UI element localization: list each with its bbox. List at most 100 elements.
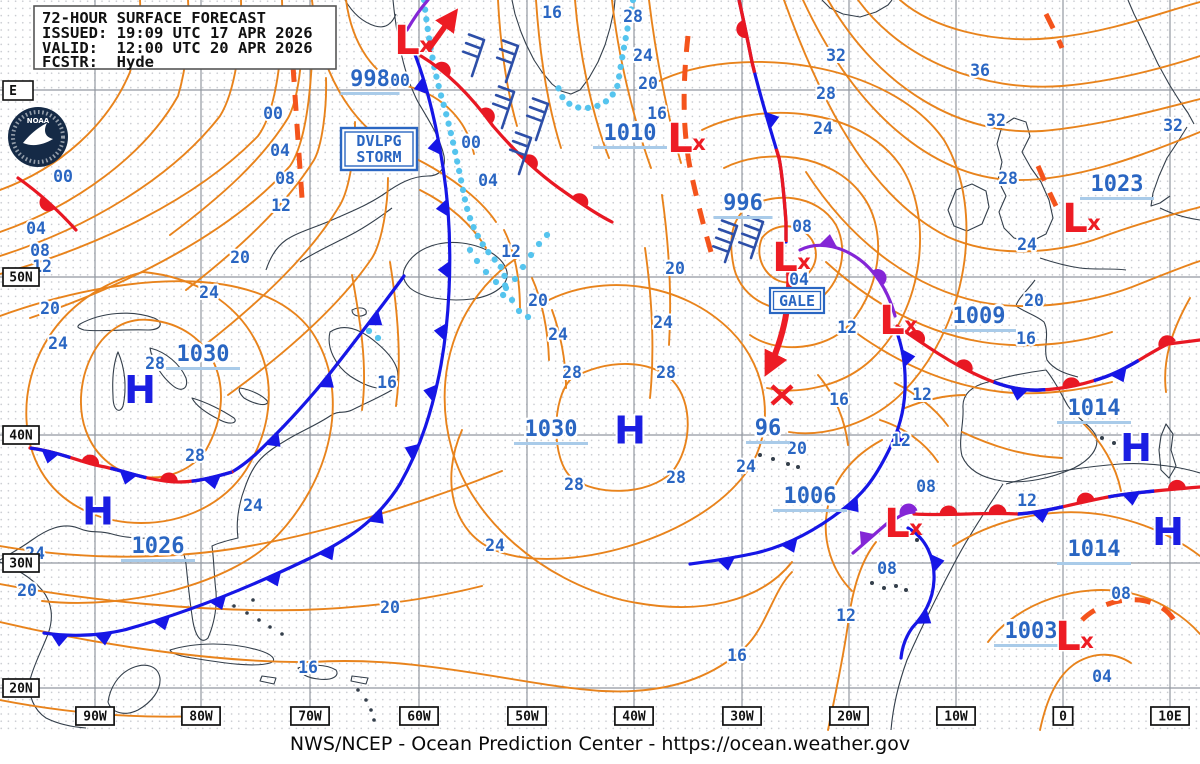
low-symbol: L [1055,614,1081,660]
isobar-label: 16 [1016,329,1036,348]
weather-fronts [16,0,1200,660]
longitude-box [936,706,976,726]
isobar-label: 24 [548,325,568,344]
isobar-label: 12 [891,431,911,450]
isobar-label: 12 [1017,491,1037,510]
wind-barbs [461,33,765,264]
isobar-label: 28 [816,84,836,103]
low-symbol: L [884,501,910,547]
warm-pip-icon [571,193,589,208]
pressure-underline [121,559,195,562]
isobar-label: 20 [1024,291,1044,310]
edge-label-box: E [2,80,34,101]
isobar-label: 28 [185,446,205,465]
warm-pip-icon [939,505,958,515]
longitude-label: 0 [1059,710,1067,725]
low-symbol: L [879,298,905,344]
edge-label: E [9,84,17,99]
latitude-box [2,678,40,698]
cold-pip-icon [413,77,428,95]
cold-pip-icon [902,349,916,368]
low-cross-icon: x [797,250,811,274]
cold-pip-icon [368,508,384,524]
isobar-label: 24 [199,283,219,302]
high-symbol: H [1120,426,1152,470]
longitude-label: 20W [837,710,861,725]
cold-front-canaries [899,526,936,660]
latitude-box [2,425,40,445]
isobar-label: 24 [48,334,68,353]
header-box: 72-HOUR SURFACE FORECAST ISSUED: 19:09 U… [33,5,337,71]
isobar-label: 12 [501,242,521,261]
longitude-label: 10W [944,710,968,725]
cold-pip-icon [891,428,906,446]
isobar-label: 32 [1163,116,1183,135]
longitude-box [75,706,115,726]
dvlpg-storm-box: DVLPG STORM [339,126,419,172]
warm-pip-icon [480,107,495,124]
isobar-label: 20 [787,439,807,458]
pressure-value: 1009 [953,304,1006,329]
stationary-front-africa-segment [913,485,1200,517]
isobar-label: 28 [562,363,582,382]
pressure-underline [746,441,790,444]
warm-pip-icon [988,504,1007,514]
warm-pip-icon [955,359,973,373]
pressure-underline [942,329,1016,332]
latitude-label: 30N [9,557,33,572]
stationary-front-us-east-segment [29,446,233,484]
longitude-box [181,706,221,726]
cold-pip-icon [843,497,859,513]
isobar-label: 12 [912,385,932,404]
pressure-value: 1006 [784,484,837,509]
cold-pip-icon [423,384,438,402]
low-symbol: L [772,235,798,281]
isobar-label: 20 [230,248,250,267]
noaa-logo: NOAA [8,107,68,167]
stationary-front-us-east-segment [29,446,233,484]
isobar-label: 04 [789,270,809,289]
isobar-label: 20 [528,291,548,310]
latitude-label: 50N [9,271,33,286]
storm-box-line1: DVLPG [356,132,401,150]
warm-pip-icon [872,269,887,286]
cold-pip-icon [1010,387,1028,401]
high-symbol: H [82,490,114,534]
isobar-label: 28 [145,354,165,373]
wind-barb-icon [461,33,486,78]
wind-barb-icon [738,215,765,260]
pressure-underline [773,509,847,512]
isobar-label: 24 [633,46,653,65]
wind-barb-icon [491,85,516,130]
cold-pip-icon [209,595,227,610]
pressure-value: 998 [350,67,390,92]
isobar-label: 20 [638,74,658,93]
noaa-logo-ring [11,110,65,164]
pressure-value: 1026 [132,534,185,559]
isobar-label: 04 [1092,667,1112,686]
warm-pip-icon [159,472,178,483]
low-symbol: L [667,116,693,162]
isobar-label: 32 [986,111,1006,130]
cold-pip-icon [435,198,449,217]
cold-pip-icon [119,470,138,485]
isobar-label: 08 [877,559,897,578]
isobar-label: 00 [390,71,410,90]
occluded-front-gale-low [798,243,897,318]
stationary-front-us-east-segment [29,446,233,484]
isobar-label: 16 [298,658,318,677]
isobar-label: 24 [653,313,673,332]
high-symbol: H [1152,510,1184,554]
storm-box-line2: STORM [356,148,401,166]
longitude-label: 80W [189,710,213,725]
isobar-label: 12 [837,318,857,337]
stationary-front-iberia-segment [896,324,1200,392]
latitude-box [2,267,40,287]
warm-pip-icon [1168,479,1186,490]
cold-pip-icon [437,260,450,279]
header-title: 72-HOUR SURFACE FORECAST [42,9,266,27]
front-east-greenland-segment [737,0,788,242]
gale-box: GALE [768,286,826,315]
footer-credit: NWS/NCEP - Ocean Prediction Center - htt… [290,733,910,755]
